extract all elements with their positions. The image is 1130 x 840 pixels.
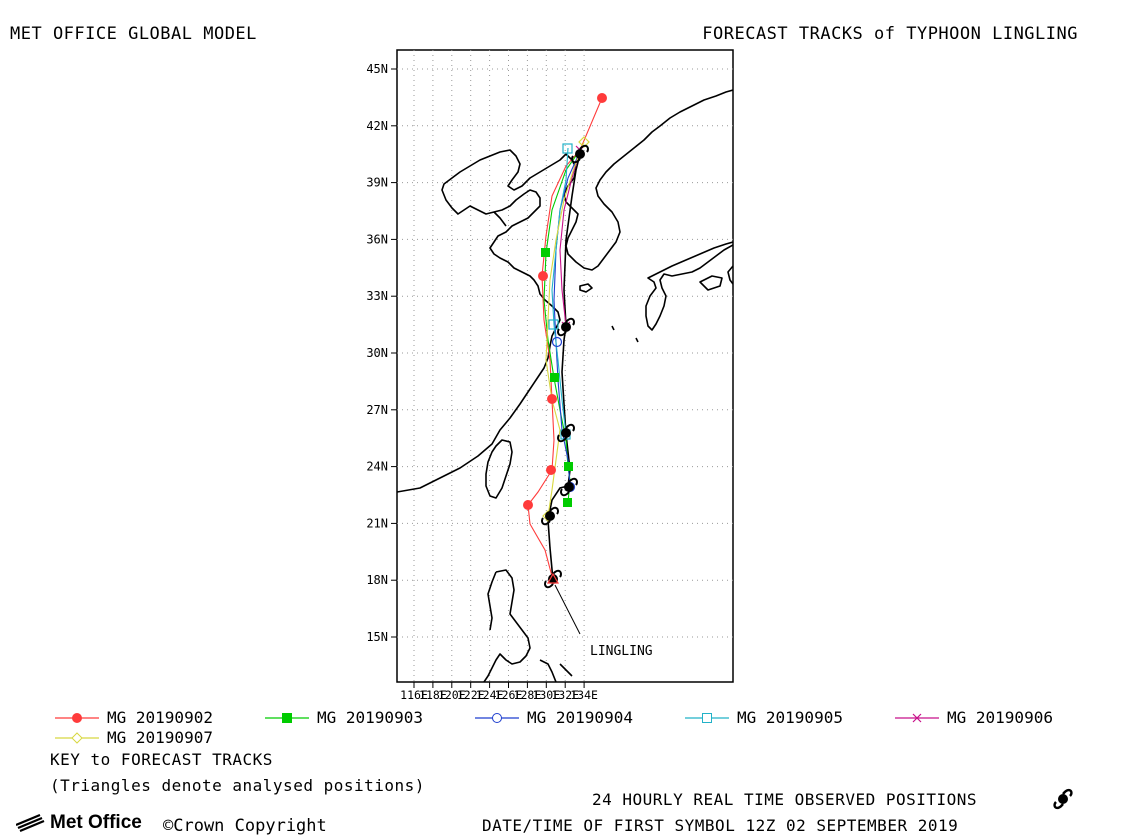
storm-label: LINGLING: [590, 644, 653, 659]
legend-label: MG 20190902: [107, 708, 213, 727]
legend-item: MG 20190906: [895, 708, 1053, 727]
track-mg20190905: [551, 147, 569, 435]
typhoon-symbol-icon: [540, 506, 560, 526]
longitude-label: 122E: [457, 688, 485, 700]
longitude-label: 126E: [495, 688, 523, 700]
shikoku-coastline: [699, 275, 723, 291]
typhoon-symbol-icon: [570, 144, 590, 164]
legend-item: MG 20190902: [55, 708, 213, 727]
philippines-islands: [539, 659, 573, 682]
graticule: [397, 50, 733, 682]
legend-label: MG 20190905: [737, 708, 843, 727]
latitude-label: 21N: [366, 516, 388, 530]
ryukyu-islands: [611, 325, 639, 343]
observed-positions-label: 24 HOURLY REAL TIME OBSERVED POSITIONS: [592, 790, 978, 809]
shandong-coastline: [493, 211, 507, 227]
marker-mg0902: [597, 93, 607, 103]
map: 45N 42N 39N 36N 33N 30N 27N 24N 21N 18N 15N 116E11…: [366, 49, 734, 700]
legend-label: MG 20190906: [947, 708, 1053, 727]
marker-mg0902: [546, 465, 556, 475]
latitude-label: 42N: [366, 119, 388, 133]
legend-item: MG 20190905: [685, 708, 843, 727]
legend-swatch-icon: [265, 712, 309, 723]
axis-ticks: [391, 68, 585, 688]
japan-east-coastline: [727, 265, 733, 285]
storm-label-pointer: [554, 584, 581, 635]
longitude-label: 116E: [400, 688, 428, 700]
track-mg20190906: [559, 149, 581, 327]
mg20190902-markers: [523, 93, 607, 510]
legend-item: MG 20190904: [475, 708, 633, 727]
right-title: FORECAST TRACKS of TYPHOON LINGLING: [702, 24, 1078, 44]
latitude-label: 18N: [366, 573, 388, 587]
copyright: ©Crown Copyright: [163, 816, 327, 836]
latitude-label: 36N: [366, 232, 388, 246]
legend-label: MG 20190903: [317, 708, 423, 727]
legend-swatch-icon: [55, 731, 99, 744]
marker-mg0903: [564, 462, 573, 471]
marker-mg0902: [523, 500, 533, 510]
met-office-logo: Met Office: [16, 812, 142, 834]
latitude-label: 30N: [366, 346, 388, 360]
longitude-label: 118E: [419, 688, 447, 700]
japan-coastline: [645, 241, 733, 331]
latitude-label: 45N: [366, 62, 388, 76]
legend-swatch-icon: [895, 713, 939, 722]
observed-track: [547, 153, 581, 581]
legend-swatch-icon: [685, 712, 729, 723]
met-office-logo-text: Met Office: [50, 812, 142, 833]
marker-mg0903: [541, 248, 550, 257]
observed-positions: [540, 144, 590, 589]
legend-swatch-icon: [475, 712, 519, 723]
typhoon-symbol-icon: [556, 317, 576, 337]
legend-label: MG 20190904: [527, 708, 633, 727]
marker-mg0902: [547, 394, 557, 404]
key-title: KEY to FORECAST TRACKS: [50, 750, 273, 769]
track-mg20190904: [553, 155, 579, 488]
latitude-label: 27N: [366, 403, 388, 417]
latitude-labels: 45N 42N 39N 36N 33N 30N 27N 24N 21N 18N 15N: [366, 62, 388, 644]
longitude-label: 120E: [438, 688, 466, 700]
latitude-label: 39N: [366, 176, 388, 190]
taiwan-coastline: [485, 439, 513, 499]
typhoon-symbol-icon: [1053, 788, 1073, 810]
longitude-label: 130E: [532, 688, 560, 700]
marker-mg0902: [538, 271, 548, 281]
analysed-position-triangle: [546, 572, 560, 584]
met-office-logo-icon: [16, 814, 45, 832]
longitude-label: 128E: [514, 688, 542, 700]
longitude-label: 132E: [551, 688, 579, 700]
first-symbol-datetime: DATE/TIME OF FIRST SYMBOL 12Z 02 SEPTEMB…: [482, 816, 959, 835]
marker-mg0907: [578, 136, 590, 148]
observed-track-line: [547, 153, 581, 581]
longitude-label: 134E: [570, 688, 598, 700]
marker-mg0905: [548, 319, 559, 330]
longitude-label: 124E: [476, 688, 504, 700]
legend-label: MG 20190907: [107, 728, 213, 747]
marker-mg0903: [550, 373, 559, 382]
latitude-label: 33N: [366, 289, 388, 303]
legend-item: MG 20190907: [55, 728, 213, 747]
typhoon-symbol-icon: [543, 569, 563, 589]
marker-mg0905: [562, 143, 573, 154]
latitude-label: 24N: [366, 460, 388, 474]
track-mg20190907: [545, 141, 585, 517]
jeju-coastline: [579, 283, 593, 293]
legend-item: MG 20190903: [265, 708, 423, 727]
typhoon-symbol-icon: [559, 477, 579, 497]
latitude-label: 15N: [366, 630, 388, 644]
left-title: MET OFFICE GLOBAL MODEL: [10, 24, 257, 44]
luzon-coastline: [483, 569, 531, 682]
marker-mg0903: [563, 498, 572, 507]
key-note: (Triangles denote analysed positions): [50, 776, 425, 795]
china-coastline: [397, 149, 567, 493]
legend-swatch-icon: [55, 712, 99, 723]
marker-mg0904: [551, 336, 563, 348]
typhoon-symbol-icon: [556, 423, 576, 443]
mg20190903-markers: [541, 248, 573, 507]
